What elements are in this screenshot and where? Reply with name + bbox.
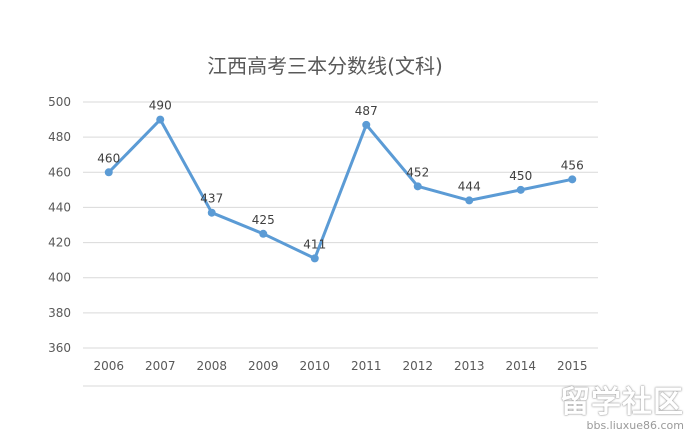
x-tick-label: 2011 (351, 359, 382, 373)
x-tick-label: 2008 (196, 359, 227, 373)
data-label: 452 (406, 165, 429, 179)
data-point (413, 182, 422, 191)
y-tick-label: 460 (48, 165, 71, 179)
y-tick-label: 360 (48, 341, 71, 355)
x-tick-label: 2013 (454, 359, 485, 373)
x-tick-label: 2010 (299, 359, 330, 373)
y-tick-label: 480 (48, 130, 71, 144)
data-point (310, 254, 319, 263)
series-line (107, 118, 573, 260)
data-label: 487 (355, 104, 378, 118)
data-point (259, 229, 268, 238)
data-point (568, 175, 577, 184)
data-label: 444 (458, 179, 481, 193)
data-label: 437 (200, 192, 223, 206)
y-tick-label: 420 (48, 236, 71, 250)
data-label: 460 (97, 151, 120, 165)
data-label: 411 (303, 237, 326, 251)
chart-title: 江西高考三本分数线(文科) (207, 54, 443, 78)
data-label: 450 (509, 169, 532, 183)
data-label: 490 (149, 99, 172, 113)
x-tick-label: 2007 (145, 359, 176, 373)
data-point (516, 185, 525, 194)
x-tick-label: 2012 (402, 359, 433, 373)
data-label: 456 (561, 158, 584, 172)
y-tick-label: 400 (48, 271, 71, 285)
x-tick-label: 2009 (248, 359, 279, 373)
x-tick-label: 2006 (93, 359, 124, 373)
data-label: 425 (252, 213, 275, 227)
data-point (465, 196, 474, 205)
data-point (156, 115, 165, 124)
y-tick-label: 440 (48, 200, 71, 214)
x-tick-label: 2014 (505, 359, 536, 373)
watermark-url: bbs.liuxue86.com (586, 419, 684, 432)
watermark-text: 留学社区 (560, 385, 684, 420)
y-tick-label: 380 (48, 306, 71, 320)
x-tick-label: 2015 (557, 359, 588, 373)
watermark-logo: 留学社区 bbs.liuxue86.com (560, 385, 684, 433)
data-point (104, 168, 113, 177)
data-point (207, 208, 216, 217)
y-tick-label: 500 (48, 95, 71, 109)
data-point (362, 120, 371, 129)
